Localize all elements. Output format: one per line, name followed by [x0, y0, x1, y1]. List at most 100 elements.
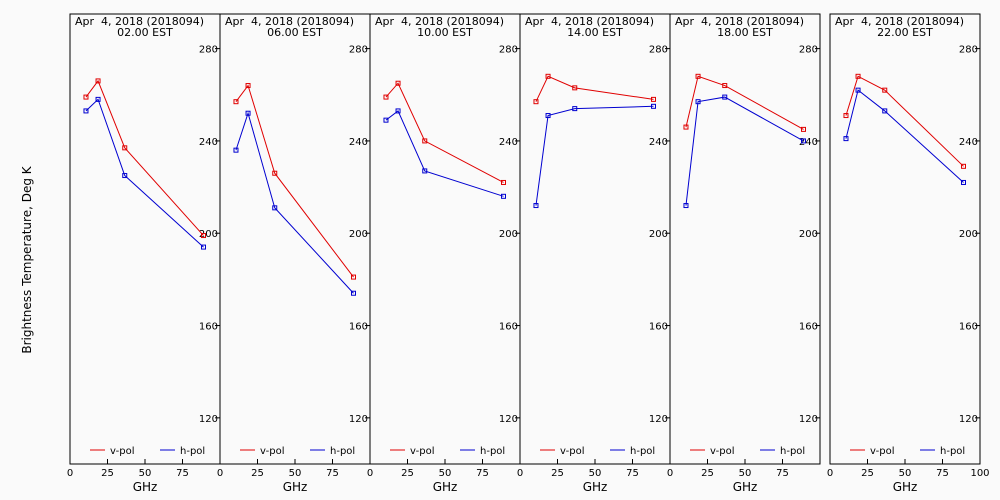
- data-point-h-pol: [245, 110, 251, 116]
- data-point-v-pol: [695, 73, 701, 79]
- x-tick-label: 25: [401, 468, 414, 479]
- data-point-v-pol: [501, 179, 506, 185]
- y-tick-label: 240: [649, 137, 668, 148]
- data-point-h-pol: [545, 113, 551, 119]
- data-point-h-pol: [651, 103, 656, 109]
- panel-title-date: Apr 4, 2018 (2018094): [225, 15, 354, 28]
- y-tick-label: 160: [349, 322, 368, 333]
- panel-5: Apr 4, 2018 (2018094)18.00 EST 120 160 200 2…: [667, 13, 821, 494]
- x-tick-label: 25: [861, 468, 874, 479]
- data-point-v-pol: [843, 113, 849, 119]
- panel-title-time: 14.00 EST: [567, 26, 623, 39]
- y-tick-label: 160: [199, 322, 218, 333]
- y-tick-label: 280: [199, 45, 218, 56]
- y-tick-label: 120: [349, 414, 368, 425]
- panel-title-time: 18.00 EST: [717, 26, 773, 39]
- data-point-h-pol: [395, 108, 401, 114]
- x-axis-label: GHz: [893, 480, 918, 494]
- data-point-v-pol: [395, 80, 401, 86]
- x-tick-label: 0: [667, 468, 673, 479]
- y-tick-label: 280: [499, 45, 518, 56]
- y-tick-label: 120: [499, 414, 518, 425]
- x-tick-label: 75: [936, 468, 949, 479]
- series-line-v-pol: [385, 82, 504, 183]
- data-point-h-pol: [533, 203, 539, 209]
- x-axis-label: GHz: [583, 480, 608, 494]
- x-axis-label: GHz: [733, 480, 758, 494]
- x-tick-label: 25: [251, 468, 264, 479]
- legend-label-v-pol: v-pol: [870, 446, 895, 457]
- data-point-v-pol: [83, 94, 89, 100]
- panel-title-date: Apr 4, 2018 (2018094): [835, 15, 964, 28]
- series-line-h-pol: [385, 110, 504, 197]
- data-point-v-pol: [801, 126, 806, 132]
- y-tick-label: 280: [959, 45, 978, 56]
- data-point-v-pol: [882, 87, 888, 93]
- x-tick-label: 25: [701, 468, 714, 479]
- panel-frame: [69, 13, 221, 465]
- x-tick-label: 0: [517, 468, 523, 479]
- y-axis-label: Brightness Temperature, Deg K: [20, 165, 34, 353]
- data-point-v-pol: [201, 233, 206, 239]
- x-tick-label: 75: [626, 468, 639, 479]
- panel-title-date: Apr 4, 2018 (2018094): [525, 15, 654, 28]
- y-tick-label: 240: [499, 137, 518, 148]
- panel-frame: [829, 13, 981, 465]
- series-line-h-pol: [845, 89, 964, 183]
- y-tick-label: 120: [799, 414, 818, 425]
- y-tick-label: 160: [799, 322, 818, 333]
- x-tick-label: 0: [367, 468, 373, 479]
- data-point-v-pol: [651, 96, 656, 102]
- data-point-v-pol: [683, 124, 689, 130]
- legend-label-h-pol: h-pol: [480, 446, 505, 457]
- y-tick-label: 200: [799, 229, 818, 240]
- data-point-h-pol: [272, 205, 278, 211]
- data-point-h-pol: [95, 96, 101, 102]
- x-axis-label: GHz: [133, 480, 158, 494]
- y-tick-label: 280: [649, 45, 668, 56]
- data-point-v-pol: [572, 85, 578, 91]
- data-point-h-pol: [882, 108, 888, 114]
- legend-label-h-pol: h-pol: [630, 446, 655, 457]
- legend-label-h-pol: h-pol: [330, 446, 355, 457]
- panel-title-time: 02.00 EST: [117, 26, 173, 39]
- legend-label-v-pol: v-pol: [260, 446, 285, 457]
- data-point-h-pol: [383, 117, 389, 123]
- data-point-v-pol: [233, 99, 239, 105]
- legend-label-h-pol: h-pol: [940, 446, 965, 457]
- data-point-h-pol: [683, 203, 689, 209]
- data-point-h-pol: [83, 108, 89, 114]
- x-tick-label: 50: [589, 468, 602, 479]
- data-point-h-pol: [722, 94, 728, 100]
- panel-title-date: Apr 4, 2018 (2018094): [375, 15, 504, 28]
- panel-title-date: Apr 4, 2018 (2018094): [675, 15, 804, 28]
- y-tick-label: 120: [959, 414, 978, 425]
- y-tick-label: 200: [499, 229, 518, 240]
- panel-4: Apr 4, 2018 (2018094)14.00 EST 120 160 200 2…: [517, 13, 671, 494]
- x-tick-label: 0: [217, 468, 223, 479]
- y-tick-label: 200: [959, 229, 978, 240]
- y-tick-label: 240: [959, 137, 978, 148]
- panel-title-time: 06.00 EST: [267, 26, 323, 39]
- data-point-v-pol: [422, 138, 428, 144]
- legend-label-v-pol: v-pol: [110, 446, 135, 457]
- data-point-v-pol: [961, 163, 966, 169]
- y-tick-label: 200: [349, 229, 368, 240]
- x-tick-label: 25: [101, 468, 114, 479]
- data-point-v-pol: [245, 83, 251, 89]
- panel-2: Apr 4, 2018 (2018094)06.00 EST 120 160 200 2…: [217, 13, 371, 494]
- data-point-v-pol: [722, 83, 728, 89]
- data-point-h-pol: [843, 136, 849, 142]
- y-tick-label: 200: [649, 229, 668, 240]
- series-line-v-pol: [845, 75, 964, 167]
- series-line-h-pol: [685, 96, 804, 206]
- data-point-h-pol: [351, 290, 356, 296]
- x-tick-label: 100: [970, 468, 989, 479]
- data-point-h-pol: [501, 193, 506, 199]
- x-axis-label: GHz: [433, 480, 458, 494]
- x-tick-label: 0: [827, 468, 833, 479]
- legend-label-h-pol: h-pol: [780, 446, 805, 457]
- x-tick-label: 50: [899, 468, 912, 479]
- y-tick-label: 120: [199, 414, 218, 425]
